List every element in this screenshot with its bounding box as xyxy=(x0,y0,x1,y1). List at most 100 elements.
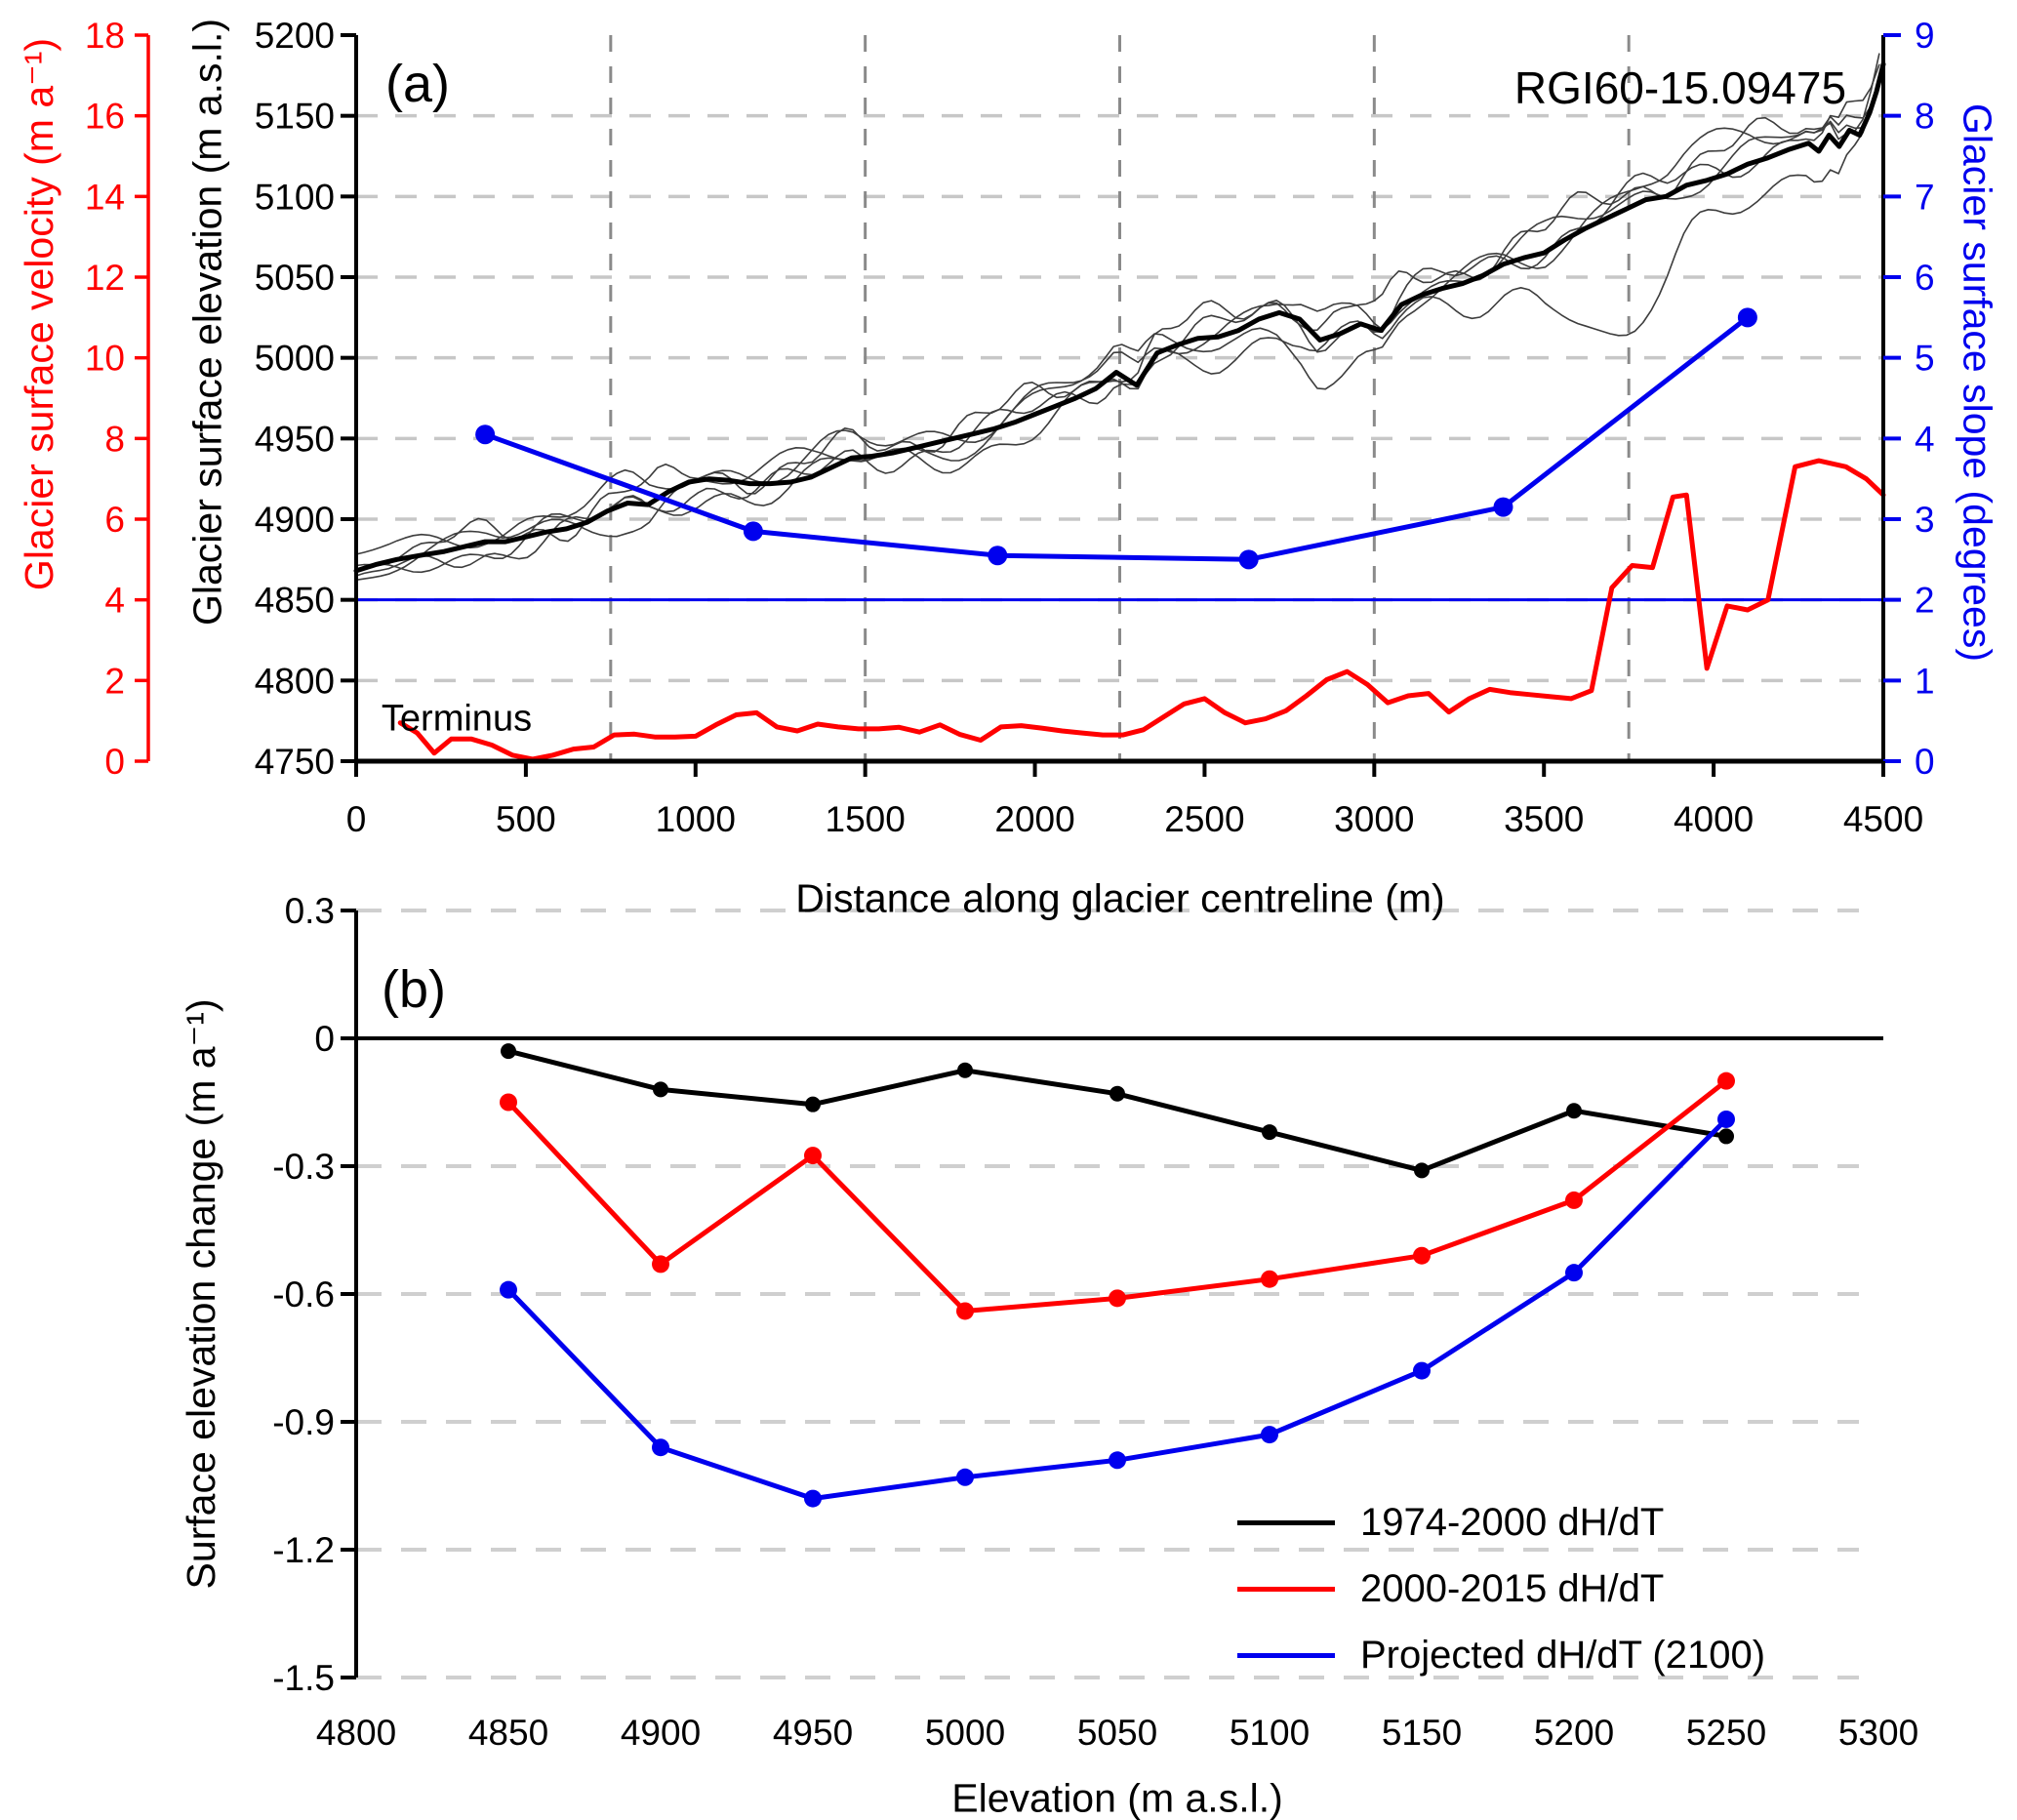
a-elevation-mean xyxy=(353,61,1886,574)
b-x-tick-label: 4950 xyxy=(773,1713,853,1753)
elevation-member-line-5 xyxy=(355,86,1880,582)
a-elevation-tick-label: 5050 xyxy=(255,258,335,298)
dhdt-line-3 xyxy=(505,1116,1729,1502)
legend-label: 1974-2000 dH/dT xyxy=(1360,1500,1665,1544)
dhdt-point xyxy=(1565,1264,1583,1282)
b-x-tick-label: 4800 xyxy=(316,1713,396,1753)
a-slope-tick-label: 4 xyxy=(1915,419,1935,459)
b-y-tick-label: 0 xyxy=(314,1019,335,1059)
elevation-member-line-4 xyxy=(355,84,1880,555)
dhdt-point xyxy=(1565,1191,1583,1209)
velocity-line xyxy=(397,458,1886,762)
a-axes: 0246810121416184750480048504900495050005… xyxy=(85,16,1935,839)
a-elevation-tick-label: 4850 xyxy=(255,581,335,621)
slope-point xyxy=(988,546,1008,566)
legend-swatch-red-line xyxy=(1237,1586,1335,1592)
slope-point xyxy=(475,425,496,445)
b-x-tick-label: 5000 xyxy=(925,1713,1005,1753)
a-slope-tick-label: 1 xyxy=(1915,661,1935,701)
b-y-tick-label: 0.3 xyxy=(285,891,335,931)
a-slope-tick-label: 3 xyxy=(1915,500,1935,540)
dhdt-line-2 xyxy=(505,1078,1729,1314)
a-x-tick-label: 1500 xyxy=(826,799,906,839)
a-slope-tick-label: 0 xyxy=(1915,742,1935,782)
b-x-tick-label: 5300 xyxy=(1838,1713,1918,1753)
a-x-tick-label: 0 xyxy=(346,799,367,839)
a-velocity-tick-label: 8 xyxy=(104,419,125,459)
a-elevation-tick-label: 5150 xyxy=(255,97,335,137)
a-slope-tick-label: 8 xyxy=(1915,97,1935,137)
dhdt-point xyxy=(1109,1085,1125,1102)
slope-point xyxy=(1238,549,1259,570)
a-slope-tick-label: 5 xyxy=(1915,339,1935,379)
panel-b-letter: (b) xyxy=(382,960,446,1019)
dhdt-point xyxy=(1109,1451,1126,1470)
b-x-tick-label: 5250 xyxy=(1686,1713,1766,1753)
dhdt-point xyxy=(1262,1124,1277,1141)
dhdt-point xyxy=(1261,1426,1278,1444)
b-x-axis-title: Elevation (m a.s.l.) xyxy=(951,1775,1283,1820)
a-slope-tick-label: 6 xyxy=(1915,258,1935,298)
b-y-tick-label: -0.6 xyxy=(272,1274,335,1314)
slope-point xyxy=(1493,497,1513,517)
slope-point xyxy=(743,521,763,542)
a-velocity-tick-label: 18 xyxy=(85,16,125,56)
a-x-tick-label: 2500 xyxy=(1164,799,1244,839)
a-velocity-tick-label: 12 xyxy=(85,258,125,298)
dhdt-point xyxy=(1413,1361,1431,1380)
a-velocity-series xyxy=(397,458,1886,762)
elevation-member-line-2 xyxy=(355,79,1880,574)
b-axes: 0.3 0 -0.3 -0.6 -0.9 -1.2 -1.5 4800 4850 4900 4950… xyxy=(272,891,1918,1753)
dhdt-point xyxy=(956,1468,974,1486)
panel-a-letter: (a) xyxy=(385,55,450,113)
a-x-axis-title: Distance along glacier centreline (m) xyxy=(795,875,1445,921)
dhdt-point xyxy=(501,1043,516,1060)
dhdt-point xyxy=(1413,1246,1431,1265)
a-elevation-tick-label: 4900 xyxy=(255,500,335,540)
a-velocity-tick-label: 2 xyxy=(104,661,125,701)
dhdt-point xyxy=(653,1081,668,1098)
dhdt-point xyxy=(1414,1162,1430,1179)
a-velocity-tick-label: 0 xyxy=(104,742,125,782)
dhdt-point xyxy=(500,1093,517,1112)
a-elevation-axis-title: Glacier surface elevation (m a.s.l.) xyxy=(184,18,230,627)
a-ensemble-member-profiles xyxy=(355,53,1880,582)
b-x-tick-label: 5100 xyxy=(1230,1713,1310,1753)
a-x-tick-label: 3500 xyxy=(1504,799,1584,839)
dhdt-point xyxy=(805,1096,821,1112)
a-velocity-tick-label: 14 xyxy=(85,177,125,217)
b-y-tick-label: -0.9 xyxy=(272,1402,335,1442)
a-velocity-axis-title: Glacier surface velocity (m a⁻¹) xyxy=(17,37,61,591)
a-x-tick-label: 500 xyxy=(496,799,556,839)
b-y-tick-label: -1.5 xyxy=(272,1658,335,1698)
b-x-tick-label: 4900 xyxy=(621,1713,701,1753)
b-x-tick-label: 4850 xyxy=(468,1713,548,1753)
elevation-member-line-3 xyxy=(355,53,1880,567)
b-y-tick-label: -1.2 xyxy=(272,1530,335,1570)
a-gridlines xyxy=(356,35,1883,761)
dhdt-point xyxy=(804,1147,822,1165)
legend-label: 2000-2015 dH/dT xyxy=(1360,1566,1665,1610)
b-x-tick-label: 5050 xyxy=(1077,1713,1157,1753)
a-x-tick-label: 3000 xyxy=(1334,799,1414,839)
a-slope-tick-label: 2 xyxy=(1915,581,1935,621)
a-x-tick-label: 2000 xyxy=(994,799,1074,839)
legend: 1974-2000 dH/dT 2000-2015 dH/dT Projecte… xyxy=(1237,1489,1765,1688)
a-x-tick-label: 1000 xyxy=(656,799,736,839)
b-series-3 xyxy=(500,1110,1735,1508)
a-slope-series xyxy=(475,307,1757,570)
a-elevation-tick-label: 5200 xyxy=(255,16,335,56)
elevation-member-line-1 xyxy=(355,63,1880,577)
dhdt-point xyxy=(1718,1128,1734,1145)
dhdt-point xyxy=(500,1280,517,1299)
dhdt-point xyxy=(1566,1103,1582,1119)
legend-item-projected-2100: Projected dH/dT (2100) xyxy=(1237,1622,1765,1688)
a-slope-tick-label: 7 xyxy=(1915,177,1935,217)
b-series-2 xyxy=(500,1072,1735,1320)
legend-item-2000-2015: 2000-2015 dH/dT xyxy=(1237,1556,1765,1622)
legend-item-1974-2000: 1974-2000 dH/dT xyxy=(1237,1489,1765,1556)
elevation-mean-line xyxy=(353,61,1886,574)
a-elevation-tick-label: 4950 xyxy=(255,419,335,459)
b-y-tick-label: -0.3 xyxy=(272,1147,335,1187)
